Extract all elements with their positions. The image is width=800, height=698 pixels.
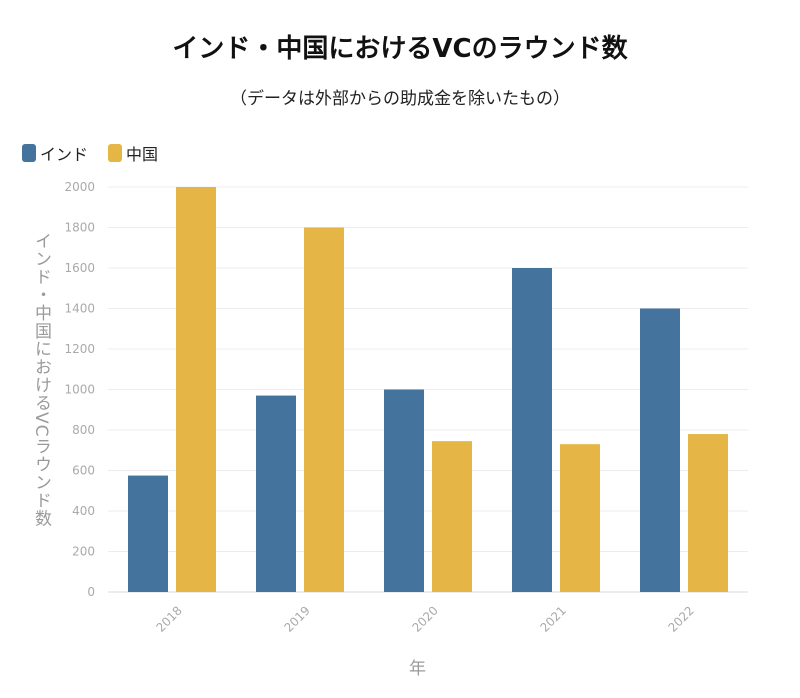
y-tick-label: 600: [72, 464, 95, 478]
legend-item-china[interactable]: 中国: [108, 141, 158, 165]
chart-title: インド・中国におけるVCのラウンド数: [172, 34, 628, 64]
legend: インド 中国: [22, 141, 178, 165]
chart-subtitle: （データは外部からの助成金を除いたもの）: [230, 89, 570, 109]
bar-india-2021: [512, 268, 552, 592]
bar-china-2021: [560, 444, 600, 592]
y-tick-label: 2000: [64, 180, 95, 194]
bar-china-2022: [688, 434, 728, 592]
legend-swatch-india: [22, 144, 36, 162]
x-tick-label: 2022: [665, 603, 696, 634]
legend-item-india[interactable]: インド: [22, 141, 88, 165]
x-tick-label: 2019: [281, 603, 312, 634]
y-tick-label: 0: [87, 585, 95, 599]
y-tick-label: 200: [72, 545, 95, 559]
x-axis-label: 年: [409, 659, 426, 679]
y-tick-label: 1800: [64, 221, 95, 235]
bar-india-2022: [640, 308, 680, 592]
bar-india-2020: [384, 389, 424, 592]
legend-label-india: インド: [40, 145, 89, 164]
bar-india-2018: [128, 475, 168, 592]
y-tick-label: 1600: [64, 261, 95, 275]
bar-china-2019: [304, 227, 344, 592]
y-tick-label: 800: [72, 423, 95, 437]
bar-china-2018: [176, 187, 216, 592]
y-tick-label: 1200: [64, 342, 95, 356]
bar-china-2020: [432, 441, 472, 592]
y-tick-label: 1400: [64, 302, 95, 316]
y-axis-label: インド・中国におけるVCラウンド数: [31, 232, 51, 528]
y-tick-label: 400: [72, 504, 95, 518]
x-tick-label: 2021: [537, 603, 568, 634]
y-tick-label: 1000: [64, 383, 95, 397]
legend-label-china: 中国: [126, 145, 159, 164]
legend-swatch-china: [108, 144, 123, 162]
x-tick-label: 2020: [409, 603, 440, 634]
bar-india-2019: [256, 395, 296, 592]
x-tick-label: 2018: [153, 603, 184, 634]
